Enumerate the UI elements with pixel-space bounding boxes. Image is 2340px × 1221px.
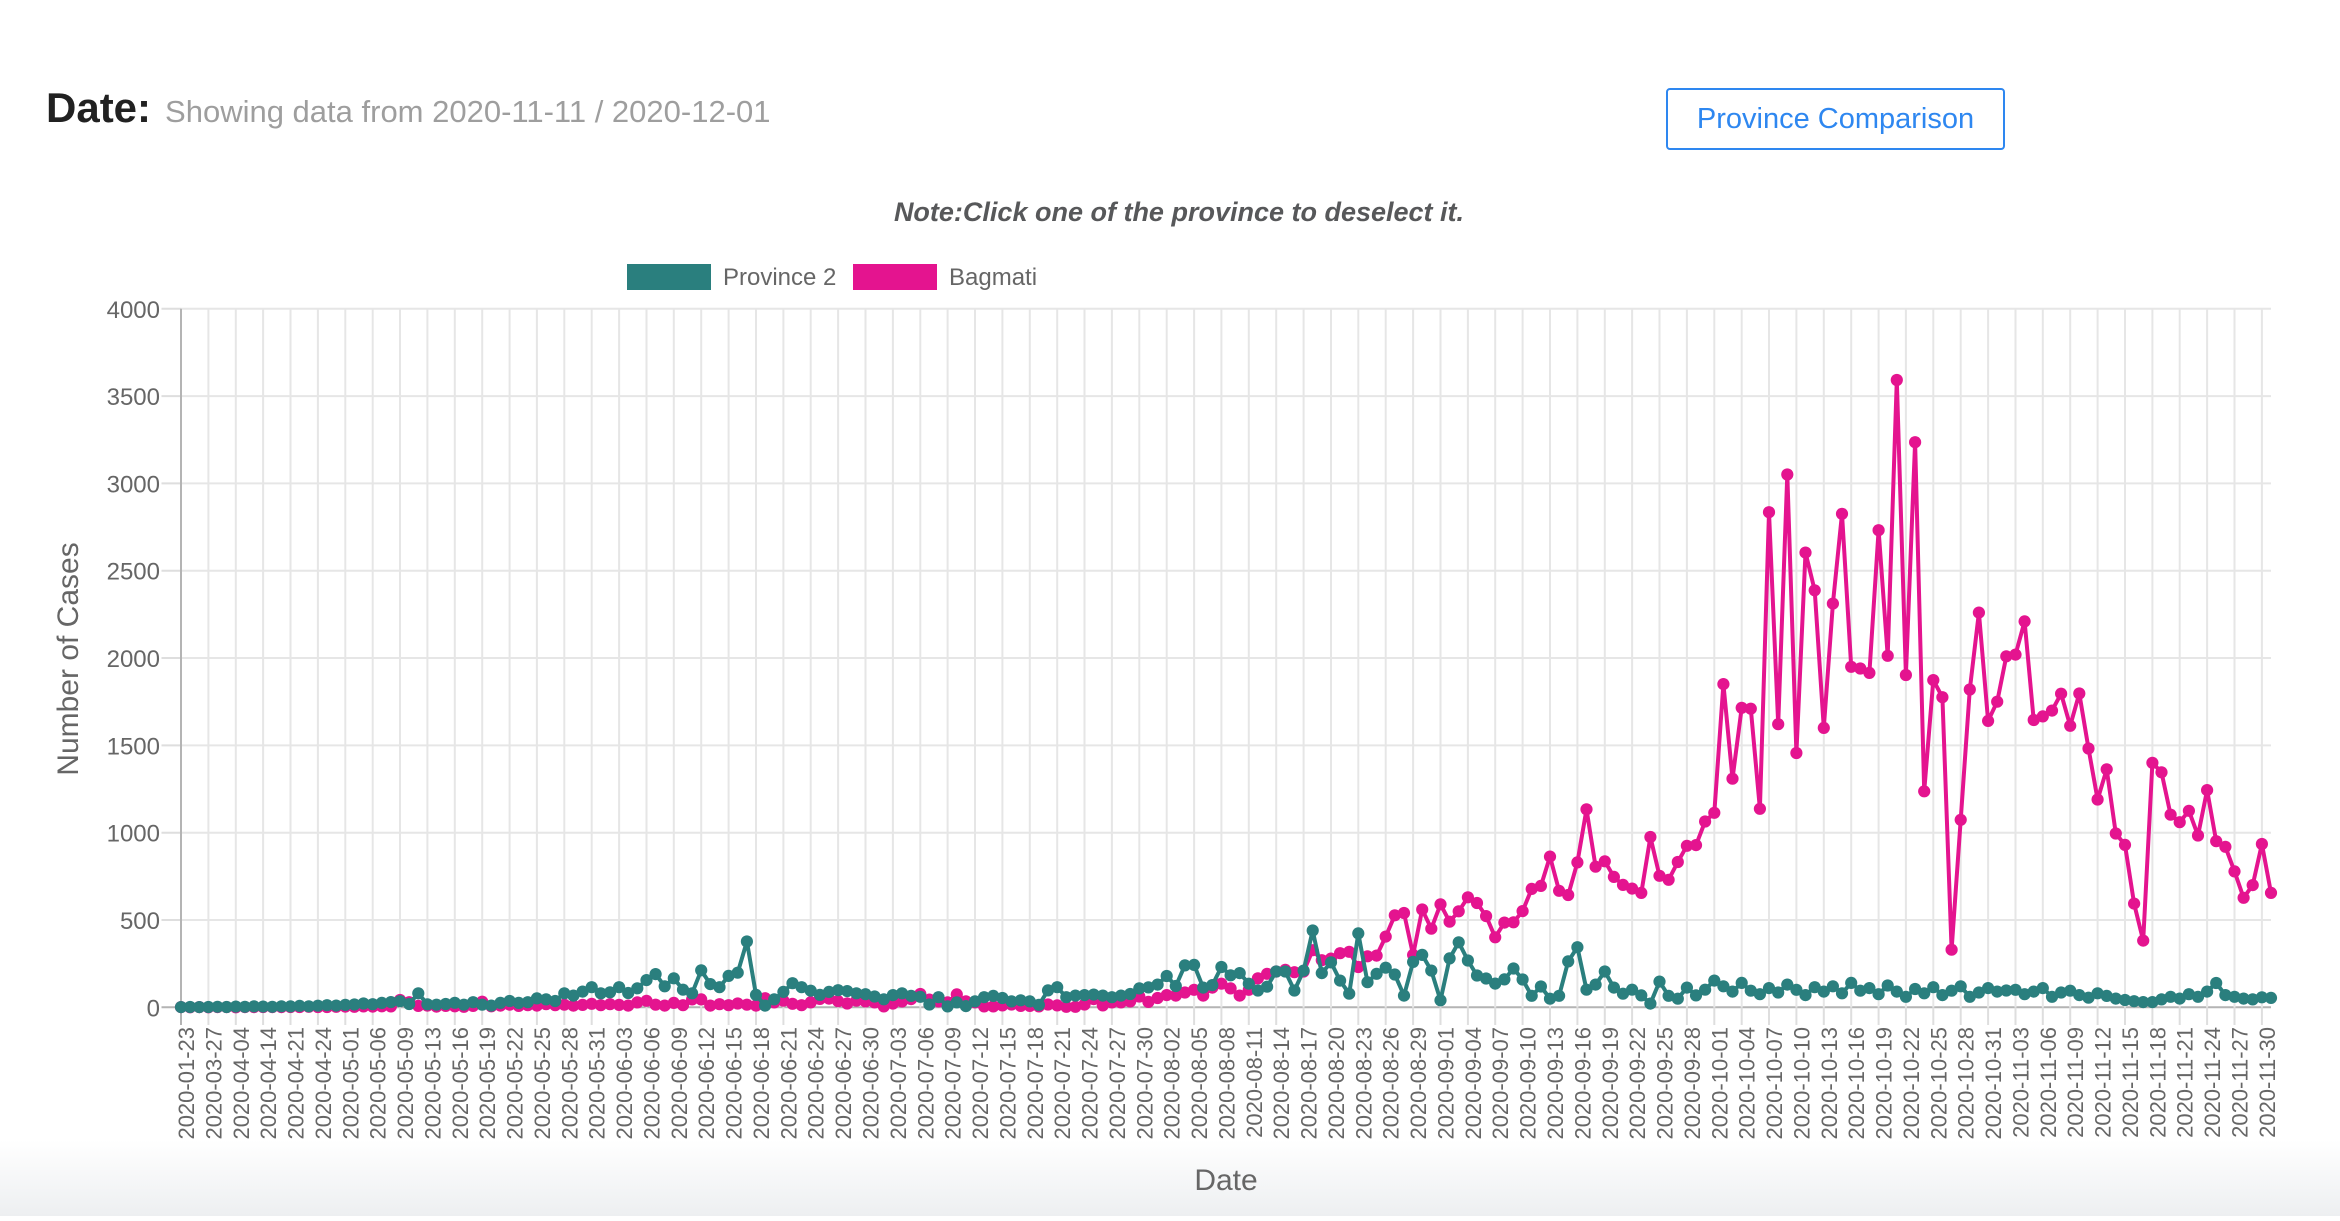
svg-text:2020-06-27: 2020-06-27 <box>831 1027 856 1140</box>
svg-text:2020-08-17: 2020-08-17 <box>1297 1027 1322 1140</box>
svg-text:2020-05-25: 2020-05-25 <box>530 1027 555 1140</box>
svg-text:2020-05-01: 2020-05-01 <box>338 1027 363 1140</box>
svg-text:2020-05-09: 2020-05-09 <box>393 1027 418 1140</box>
svg-text:2020-04-04: 2020-04-04 <box>229 1027 254 1140</box>
svg-text:2020-09-16: 2020-09-16 <box>1570 1027 1595 1140</box>
svg-text:Number of Cases: Number of Cases <box>52 542 85 775</box>
svg-text:2020-08-11: 2020-08-11 <box>1242 1027 1267 1138</box>
svg-text:Province 2: Province 2 <box>723 264 836 291</box>
svg-text:2020-09-25: 2020-09-25 <box>1653 1027 1678 1140</box>
svg-text:2020-11-21: 2020-11-21 <box>2173 1027 2198 1138</box>
svg-text:2020-10-28: 2020-10-28 <box>1954 1027 1979 1140</box>
svg-text:2020-04-14: 2020-04-14 <box>256 1027 281 1140</box>
svg-text:2020-09-22: 2020-09-22 <box>1625 1027 1650 1140</box>
svg-text:2020-05-16: 2020-05-16 <box>448 1027 473 1140</box>
svg-text:2020-08-02: 2020-08-02 <box>1160 1027 1185 1140</box>
svg-text:2020-08-08: 2020-08-08 <box>1214 1027 1239 1140</box>
svg-text:2020-10-04: 2020-10-04 <box>1735 1027 1760 1140</box>
svg-text:2020-11-27: 2020-11-27 <box>2228 1027 2253 1138</box>
svg-text:2020-07-21: 2020-07-21 <box>1050 1027 1075 1140</box>
svg-text:2020-10-16: 2020-10-16 <box>1844 1027 1869 1140</box>
svg-text:2020-08-05: 2020-08-05 <box>1187 1027 1212 1140</box>
svg-text:3500: 3500 <box>107 384 160 411</box>
svg-text:2020-05-13: 2020-05-13 <box>420 1027 445 1140</box>
svg-text:2020-11-30: 2020-11-30 <box>2255 1027 2280 1138</box>
svg-text:2020-05-06: 2020-05-06 <box>366 1027 391 1140</box>
svg-text:2020-09-13: 2020-09-13 <box>1543 1027 1568 1140</box>
svg-text:2020-04-24: 2020-04-24 <box>311 1027 336 1140</box>
svg-text:4000: 4000 <box>107 297 160 324</box>
svg-text:2020-08-29: 2020-08-29 <box>1406 1027 1431 1140</box>
svg-text:2020-05-31: 2020-05-31 <box>585 1027 610 1140</box>
svg-text:2020-07-03: 2020-07-03 <box>886 1027 911 1140</box>
svg-text:2020-06-06: 2020-06-06 <box>640 1027 665 1140</box>
svg-text:500: 500 <box>120 908 160 935</box>
svg-text:2020-09-01: 2020-09-01 <box>1434 1027 1459 1140</box>
svg-text:2020-10-19: 2020-10-19 <box>1872 1027 1897 1140</box>
svg-text:2020-06-15: 2020-06-15 <box>722 1027 747 1140</box>
svg-text:2020-03-27: 2020-03-27 <box>201 1027 226 1140</box>
svg-text:2020-06-18: 2020-06-18 <box>749 1027 774 1140</box>
svg-text:2020-07-15: 2020-07-15 <box>995 1027 1020 1140</box>
svg-text:2020-08-14: 2020-08-14 <box>1269 1027 1294 1140</box>
svg-text:2020-11-15: 2020-11-15 <box>2118 1027 2143 1138</box>
svg-text:2020-10-13: 2020-10-13 <box>1817 1027 1842 1140</box>
svg-text:0: 0 <box>147 995 160 1022</box>
svg-text:2020-11-06: 2020-11-06 <box>2036 1027 2061 1138</box>
svg-text:2020-06-21: 2020-06-21 <box>776 1027 801 1140</box>
svg-text:3000: 3000 <box>107 471 160 498</box>
svg-text:2020-11-18: 2020-11-18 <box>2145 1027 2170 1138</box>
svg-text:2020-09-19: 2020-09-19 <box>1598 1027 1623 1140</box>
svg-text:1500: 1500 <box>107 733 160 760</box>
svg-text:2020-08-20: 2020-08-20 <box>1324 1027 1349 1140</box>
svg-text:2020-10-10: 2020-10-10 <box>1789 1027 1814 1140</box>
svg-text:2020-05-19: 2020-05-19 <box>475 1027 500 1140</box>
svg-text:2020-10-22: 2020-10-22 <box>1899 1027 1924 1140</box>
svg-text:2020-11-09: 2020-11-09 <box>2063 1027 2088 1138</box>
svg-text:Date: Date <box>1194 1164 1257 1197</box>
svg-text:2020-09-10: 2020-09-10 <box>1516 1027 1541 1140</box>
svg-text:2020-05-22: 2020-05-22 <box>503 1027 528 1140</box>
svg-text:2020-07-30: 2020-07-30 <box>1132 1027 1157 1140</box>
svg-text:2020-07-12: 2020-07-12 <box>968 1027 993 1140</box>
svg-text:2000: 2000 <box>107 646 160 673</box>
svg-text:1000: 1000 <box>107 821 160 848</box>
svg-text:2020-06-03: 2020-06-03 <box>612 1027 637 1140</box>
svg-text:2020-10-31: 2020-10-31 <box>1981 1027 2006 1140</box>
svg-text:2500: 2500 <box>107 559 160 586</box>
svg-text:Bagmati: Bagmati <box>949 264 1037 291</box>
svg-text:2020-06-24: 2020-06-24 <box>804 1027 829 1140</box>
svg-text:2020-10-25: 2020-10-25 <box>1926 1027 1951 1140</box>
svg-text:2020-11-24: 2020-11-24 <box>2200 1027 2225 1138</box>
svg-text:2020-10-07: 2020-10-07 <box>1762 1027 1787 1140</box>
svg-text:2020-04-21: 2020-04-21 <box>284 1027 309 1140</box>
svg-text:2020-07-06: 2020-07-06 <box>913 1027 938 1140</box>
svg-text:2020-07-24: 2020-07-24 <box>1078 1027 1103 1140</box>
svg-text:2020-06-30: 2020-06-30 <box>859 1027 884 1140</box>
svg-text:2020-07-09: 2020-07-09 <box>941 1027 966 1140</box>
svg-text:2020-09-04: 2020-09-04 <box>1461 1027 1486 1140</box>
svg-text:2020-05-28: 2020-05-28 <box>557 1027 582 1140</box>
svg-text:2020-07-27: 2020-07-27 <box>1105 1027 1130 1140</box>
svg-text:2020-01-23: 2020-01-23 <box>174 1027 199 1140</box>
svg-text:2020-09-28: 2020-09-28 <box>1680 1027 1705 1140</box>
svg-text:2020-10-01: 2020-10-01 <box>1707 1027 1732 1140</box>
svg-text:2020-08-23: 2020-08-23 <box>1351 1027 1376 1140</box>
svg-text:2020-11-12: 2020-11-12 <box>2091 1027 2116 1138</box>
svg-text:2020-09-07: 2020-09-07 <box>1488 1027 1513 1140</box>
svg-text:2020-06-12: 2020-06-12 <box>694 1027 719 1140</box>
svg-text:2020-08-26: 2020-08-26 <box>1379 1027 1404 1140</box>
svg-text:2020-11-03: 2020-11-03 <box>2009 1027 2034 1138</box>
svg-text:2020-06-09: 2020-06-09 <box>667 1027 692 1140</box>
svg-text:2020-07-18: 2020-07-18 <box>1023 1027 1048 1140</box>
